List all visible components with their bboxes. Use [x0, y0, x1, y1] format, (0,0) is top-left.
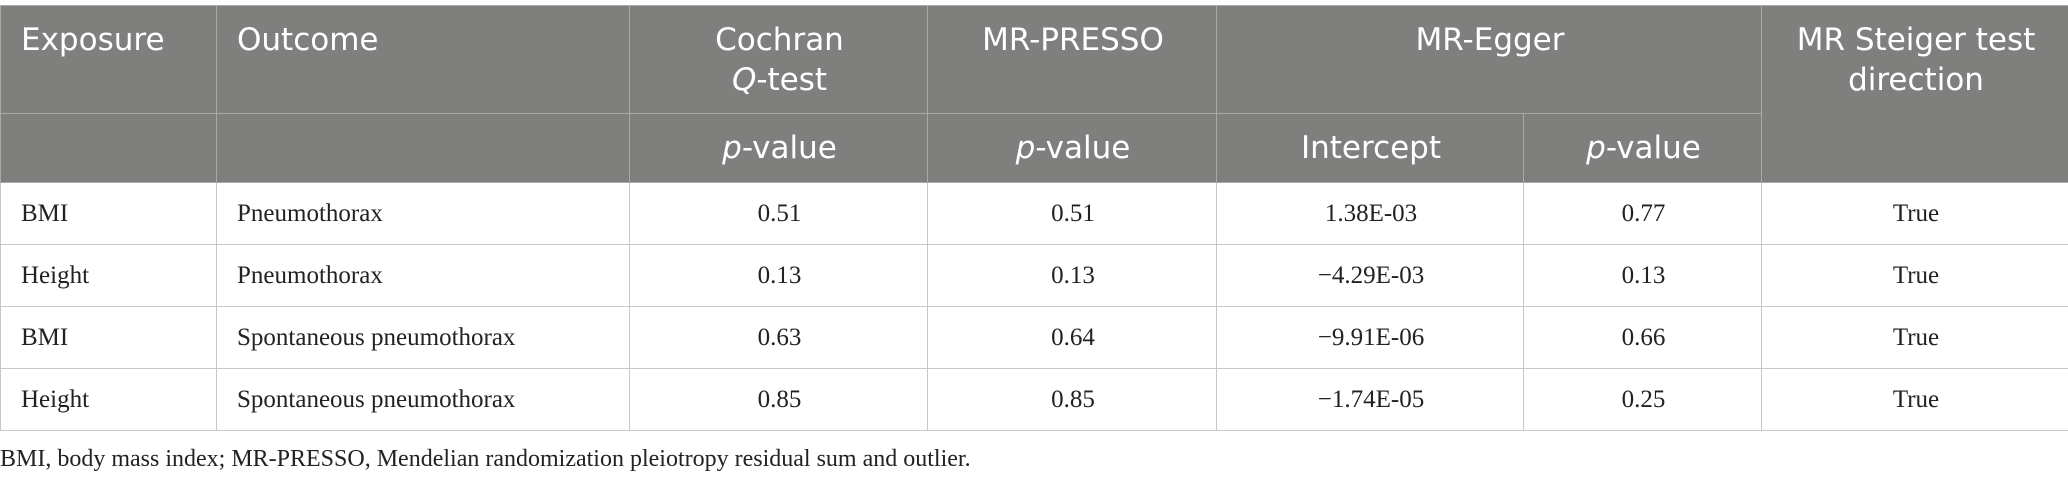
table-cell: 0.66 [1522, 306, 1763, 369]
header-cell [0, 113, 217, 183]
table-cell: 0.13 [629, 244, 928, 307]
header-cell [216, 113, 630, 183]
table-cell: BMI [0, 306, 217, 369]
table-cell: 0.85 [629, 368, 928, 431]
table-cell: True [1761, 182, 2068, 245]
header-text: -value [1605, 130, 1701, 166]
header-text: -value [1035, 130, 1131, 166]
table-cell: 0.51 [629, 182, 928, 245]
header-cell: p-value [629, 113, 928, 183]
table-cell: True [1761, 368, 2068, 431]
table-cell: Pneumothorax [216, 244, 630, 307]
table-body: BMI Pneumothorax 0.51 0.51 1.38E-03 0.77 True H… [0, 182, 2068, 431]
table-cell: 0.77 [1522, 182, 1763, 245]
table-row: BMI Spontaneous pneumothorax 0.63 0.64 −9.91… [0, 306, 2068, 369]
table-cell: 0.25 [1522, 368, 1763, 431]
header-cell: MR-PRESSO [927, 5, 1217, 114]
header-cell: Outcome [216, 5, 630, 114]
table-cell: Pneumothorax [216, 182, 630, 245]
table-cell: True [1761, 306, 2068, 369]
header-cell: p-value [1522, 113, 1763, 183]
table-cell: −1.74E-05 [1216, 368, 1524, 431]
header-text: -value [741, 130, 837, 166]
table-cell: 0.64 [927, 306, 1217, 369]
header-row: Exposure Outcome Cochran Q-test MR-PRESSO… [0, 5, 2068, 183]
table-cell: Spontaneous pneumothorax [216, 368, 630, 431]
header-cell: p-value [927, 113, 1217, 183]
header-cell: Intercept [1216, 113, 1524, 183]
header-text: p [1586, 130, 1606, 166]
table-cell: −4.29E-03 [1216, 244, 1524, 307]
header-cell: Exposure [0, 5, 217, 114]
table-cell: 0.63 [629, 306, 928, 369]
table-cell: −9.91E-06 [1216, 306, 1524, 369]
table-cell: 0.13 [927, 244, 1217, 307]
table-cell: 0.51 [927, 182, 1217, 245]
table-cell: 1.38E-03 [1216, 182, 1524, 245]
header-row: p-value p-value Intercept p-value [0, 113, 2068, 183]
table-cell: 0.13 [1522, 244, 1763, 307]
header-text: Q [731, 62, 757, 98]
table-cell: BMI [0, 182, 217, 245]
table-cell: Spontaneous pneumothorax [216, 306, 630, 369]
header-cell: MR Steiger test direction [1761, 5, 2068, 183]
header-text: Cochran [715, 22, 844, 58]
results-table: Exposure Outcome Cochran Q-test MR-PRESSO… [0, 5, 2068, 431]
table-row: Height Pneumothorax 0.13 0.13 −4.29E-03 0.13 T… [0, 244, 2068, 307]
header-text: -test [756, 62, 828, 98]
header-cell: MR-Egger [1215, 5, 1763, 114]
table-cell: 0.85 [927, 368, 1217, 431]
header-text: p [722, 130, 742, 166]
table-cell: Height [0, 368, 217, 431]
header-cell: Cochran Q-test [629, 5, 928, 114]
table-cell: True [1761, 244, 2068, 307]
table-row: BMI Pneumothorax 0.51 0.51 1.38E-03 0.77 True [0, 182, 2068, 245]
footnote: BMI, body mass index; MR-PRESSO, Mendeli… [0, 446, 971, 472]
header-text: p [1015, 130, 1036, 166]
table-row: Height Spontaneous pneumothorax 0.85 0.85 −1… [0, 368, 2068, 431]
table-cell: Height [0, 244, 217, 307]
